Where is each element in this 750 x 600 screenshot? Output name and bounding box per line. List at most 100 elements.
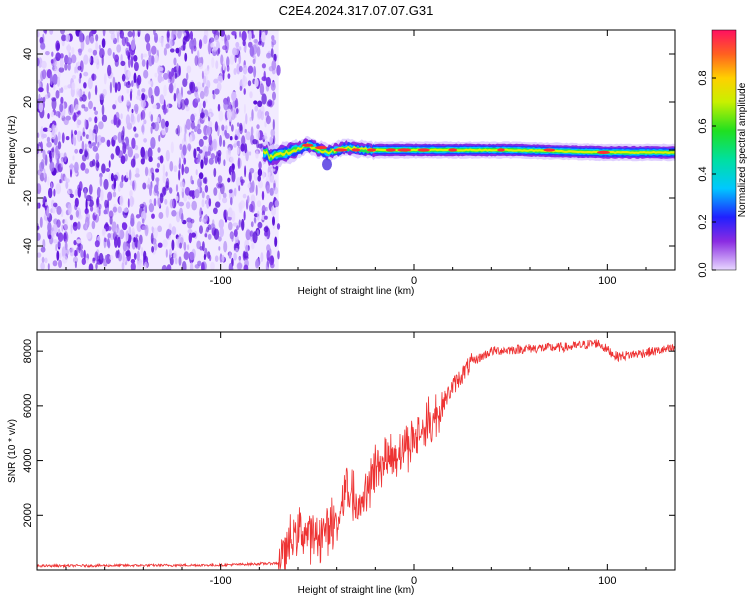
noise-cell <box>68 52 71 58</box>
noise-cell <box>78 214 83 220</box>
noise-cell <box>242 39 246 47</box>
noise-cell <box>39 161 45 172</box>
noise-cell <box>254 78 259 88</box>
noise-cell <box>71 74 77 80</box>
noise-cell <box>157 73 163 84</box>
noise-cell <box>254 105 259 112</box>
noise-cell <box>164 198 168 205</box>
noise-cell <box>133 72 137 84</box>
noise-cell <box>207 233 212 240</box>
noise-cell <box>153 121 160 132</box>
noise-cell <box>125 230 129 242</box>
noise-cell <box>59 103 64 113</box>
noise-cell <box>85 35 90 45</box>
noise-cell <box>134 144 139 151</box>
noise-cell <box>175 195 179 202</box>
noise-cell <box>125 81 131 89</box>
noise-cell <box>84 150 89 158</box>
noise-cell <box>70 168 72 178</box>
noise-cell <box>236 122 240 127</box>
noise-cell <box>112 52 115 59</box>
noise-cell <box>206 194 210 200</box>
noise-cell <box>231 124 234 132</box>
noise-cell <box>227 177 231 183</box>
noise-cell <box>190 232 197 238</box>
noise-cell <box>243 120 246 133</box>
noise-cell <box>181 261 187 270</box>
noise-cell <box>163 47 167 56</box>
noise-cell <box>46 82 49 94</box>
noise-cell <box>130 158 136 168</box>
noise-cell <box>204 86 209 97</box>
noise-cell <box>132 30 135 38</box>
figure-title: C2E4.2024.317.07.07.G31 <box>279 3 434 18</box>
noise-cell <box>93 106 96 111</box>
noise-cell <box>163 72 169 80</box>
noise-cell <box>236 140 241 147</box>
noise-cell <box>218 219 224 229</box>
noise-cell <box>87 77 93 90</box>
noise-cell <box>271 41 274 48</box>
noise-cell <box>238 46 242 51</box>
noise-cell <box>183 194 188 202</box>
noise-cell <box>52 260 58 267</box>
noise-cell <box>132 36 136 46</box>
noise-cell <box>222 60 225 72</box>
noise-cell <box>214 88 220 95</box>
noise-cell <box>259 32 262 45</box>
noise-cell <box>218 192 222 201</box>
noise-cell <box>226 65 230 72</box>
noise-cell <box>198 62 203 70</box>
signal-hotspot <box>351 148 361 152</box>
noise-cell <box>224 129 228 137</box>
noise-cell <box>86 232 92 240</box>
noise-cell <box>195 169 198 176</box>
noise-cell <box>107 226 112 231</box>
noise-cell <box>120 60 126 67</box>
spectrogram-y-tick-label: -40 <box>22 238 34 254</box>
noise-cell <box>60 87 64 94</box>
noise-cell <box>60 53 64 59</box>
noise-cell <box>133 252 137 260</box>
noise-cell <box>203 253 206 261</box>
noise-cell <box>250 200 256 213</box>
noise-cell <box>120 155 126 165</box>
noise-cell <box>253 100 258 105</box>
noise-cell <box>219 227 224 238</box>
noise-cell <box>177 124 180 137</box>
snr-series-line <box>37 339 675 570</box>
noise-cell <box>202 82 205 88</box>
noise-cell <box>179 143 183 150</box>
spectrogram-y-tick-label: 0 <box>22 147 34 153</box>
noise-cell <box>141 210 147 222</box>
noise-cell <box>241 218 245 231</box>
noise-cell <box>134 173 140 178</box>
noise-cell <box>75 209 80 218</box>
noise-cell <box>150 137 156 149</box>
noise-cell <box>119 30 125 39</box>
noise-cell <box>40 262 45 270</box>
noise-cell <box>119 195 124 207</box>
noise-cell <box>250 126 254 137</box>
noise-cell <box>210 223 216 231</box>
noise-cell <box>138 262 143 268</box>
noise-cell <box>251 242 255 250</box>
noise-cell <box>190 113 195 123</box>
noise-cell <box>223 99 229 111</box>
noise-cell <box>176 63 179 72</box>
noise-cell <box>178 201 184 207</box>
noise-cell <box>131 227 135 239</box>
noise-cell <box>169 187 173 194</box>
noise-cell <box>208 145 211 155</box>
noise-cell <box>119 229 125 240</box>
noise-cell <box>108 172 112 182</box>
noise-cell <box>251 30 254 40</box>
noise-cell <box>159 94 165 105</box>
noise-cell <box>143 119 147 125</box>
noise-cell <box>107 191 113 201</box>
noise-cell <box>257 221 263 229</box>
noise-cell <box>77 65 82 71</box>
noise-cell <box>257 100 263 108</box>
noise-cell <box>132 180 135 191</box>
noise-cell <box>119 181 124 189</box>
